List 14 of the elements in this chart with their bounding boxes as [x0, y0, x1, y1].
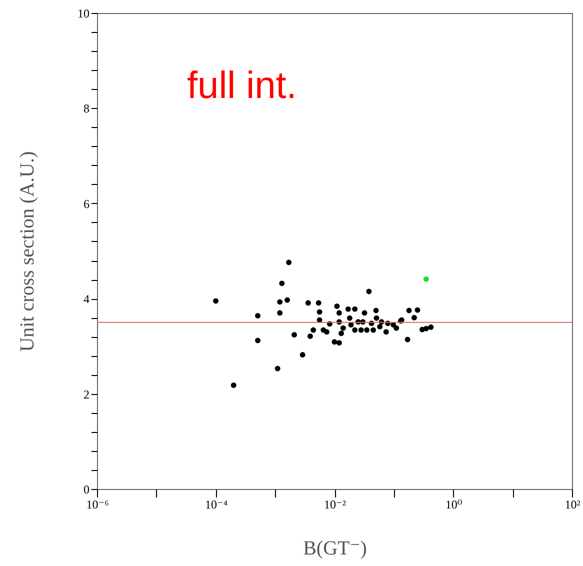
- annotation: full int.: [187, 65, 297, 107]
- y-tick-label: 10: [78, 6, 90, 20]
- y-axis-title: Unit cross section (A.U.): [16, 151, 38, 352]
- y-tick-label: 2: [84, 387, 90, 402]
- x-tick-label: 10⁻⁴: [204, 498, 228, 512]
- x-axis-title: B(GT⁻): [303, 538, 367, 560]
- x-tick-label: 10⁻²: [324, 498, 346, 512]
- y-tick-label: 6: [84, 196, 90, 211]
- y-tick-label: 4: [84, 292, 90, 306]
- x-tick-label: 10²: [564, 498, 581, 512]
- y-tick-label: 8: [84, 102, 90, 116]
- x-tick-label: 10⁻⁶: [86, 498, 109, 512]
- y-tick-label: 0: [84, 482, 90, 496]
- x-tick-label: 10⁰: [445, 498, 462, 512]
